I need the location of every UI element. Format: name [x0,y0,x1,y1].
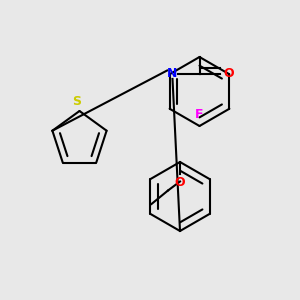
Text: N: N [167,67,178,80]
Text: S: S [72,95,81,108]
Text: O: O [175,176,185,189]
Text: F: F [195,109,204,122]
Text: O: O [224,67,234,80]
